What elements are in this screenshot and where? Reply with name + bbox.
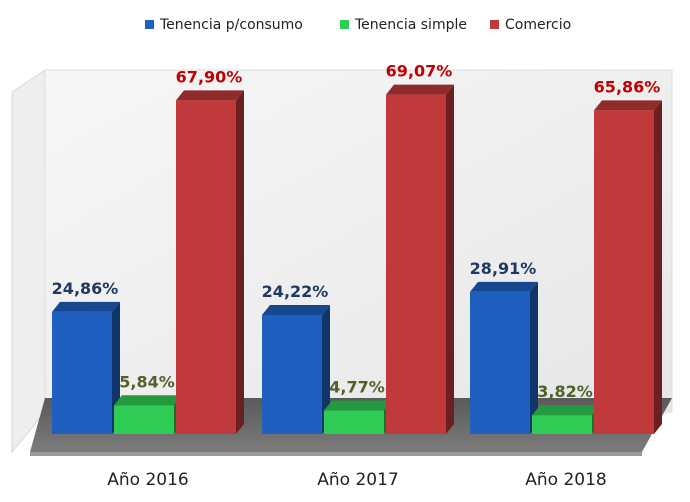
bar-top	[262, 304, 330, 315]
bar-top	[114, 395, 182, 406]
bar-side	[322, 304, 330, 434]
chart-back-wall	[44, 69, 673, 413]
bar-front	[470, 291, 530, 434]
legend-label: Tenencia p/consumo	[159, 17, 303, 33]
chart-floor-edge	[30, 452, 642, 456]
bar	[532, 405, 600, 434]
bar-top	[52, 301, 120, 312]
data-label: 24,86%	[52, 279, 119, 298]
chart-legend: Tenencia p/consumo Tenencia simple Comerci…	[145, 17, 571, 33]
bar	[386, 84, 454, 434]
data-label: 4,77%	[329, 378, 385, 397]
chart-left-wall	[11, 69, 46, 454]
bar-front	[52, 311, 112, 434]
bar-top	[176, 90, 244, 101]
bar	[114, 395, 182, 434]
bar	[594, 100, 662, 434]
bar-front	[324, 410, 384, 434]
data-label: 67,90%	[176, 67, 243, 86]
bar-side	[654, 100, 662, 434]
data-label: 69,07%	[386, 62, 453, 81]
data-label: 28,91%	[470, 259, 537, 278]
bar-top	[594, 100, 662, 111]
legend-swatch	[340, 20, 349, 29]
data-label: 24,22%	[262, 282, 329, 301]
bar-side	[530, 281, 538, 434]
bar-top	[386, 84, 454, 95]
category-label: Año 2017	[317, 470, 398, 490]
category-label: Año 2016	[107, 470, 188, 490]
bar-front	[262, 314, 322, 434]
legend-label: Comercio	[505, 17, 571, 33]
data-label: 65,86%	[594, 77, 661, 96]
data-label: 3,82%	[537, 382, 593, 401]
bar-top	[470, 281, 538, 292]
legend-swatch	[490, 20, 499, 29]
bar-front	[532, 415, 592, 434]
category-label: Año 2018	[525, 470, 606, 490]
bar-front	[114, 405, 174, 434]
bar	[52, 301, 120, 434]
data-label: 5,84%	[119, 372, 175, 391]
legend-item: Tenencia p/consumo	[145, 17, 303, 33]
bar-top	[324, 400, 392, 411]
bar-top	[532, 405, 600, 416]
bar-side	[236, 90, 244, 434]
legend-item: Tenencia simple	[340, 17, 467, 33]
legend-item: Comercio	[490, 17, 571, 33]
bar-front	[386, 94, 446, 434]
chart-bars	[52, 84, 662, 434]
bar-front	[594, 110, 654, 434]
legend-label: Tenencia simple	[354, 17, 467, 33]
chart-data-labels: 24,86% 5,84% 67,90% 24,22% 4,77% 69,07% 28,91%…	[52, 62, 661, 402]
legend-swatch	[145, 20, 154, 29]
bar	[470, 281, 538, 434]
bar-side	[446, 84, 454, 434]
chart-category-labels: Año 2016 Año 2017 Año 2018	[107, 470, 606, 490]
bar	[262, 304, 330, 434]
bar-front	[176, 100, 236, 434]
bar	[176, 90, 244, 434]
bar	[324, 400, 392, 434]
